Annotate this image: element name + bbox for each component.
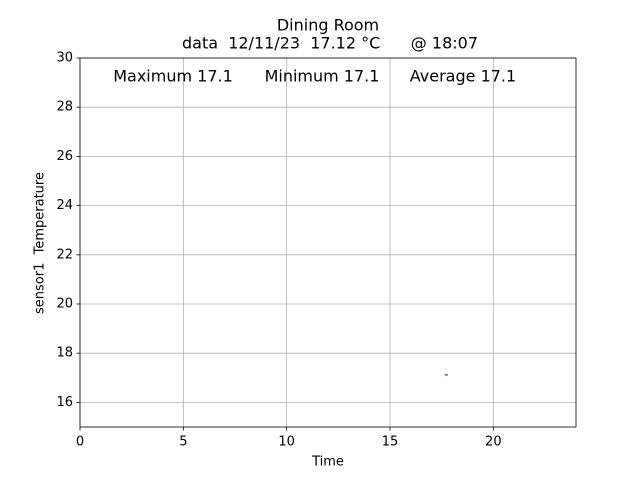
- chart-subtitle: data 12/11/23 17.12 °C @ 18:07: [182, 34, 478, 53]
- x-tick-label: 0: [76, 435, 84, 450]
- y-tick-label: 16: [56, 395, 73, 410]
- chart-title: Dining Room: [277, 16, 379, 35]
- x-axis-label: Time: [311, 455, 344, 470]
- annotation: Average 17.1: [410, 67, 516, 86]
- x-tick-label: 15: [382, 435, 399, 450]
- y-tick-label: 18: [56, 346, 73, 361]
- y-tick-label: 26: [56, 149, 73, 164]
- y-tick-label: 30: [56, 51, 73, 66]
- annotation: Minimum 17.1: [265, 67, 380, 86]
- plot-frame: [79, 57, 577, 428]
- x-tick-label: 5: [179, 435, 187, 450]
- y-tick-label: 22: [56, 247, 73, 262]
- y-axis-label: sensor1 Temperature: [33, 172, 48, 314]
- x-tick-label: 10: [278, 435, 295, 450]
- y-tick-label: 24: [56, 198, 73, 213]
- y-tick-label: 28: [56, 100, 73, 115]
- y-tick-label: 20: [56, 297, 73, 312]
- annotation: Maximum 17.1: [113, 67, 233, 86]
- x-tick-label: 20: [485, 435, 502, 450]
